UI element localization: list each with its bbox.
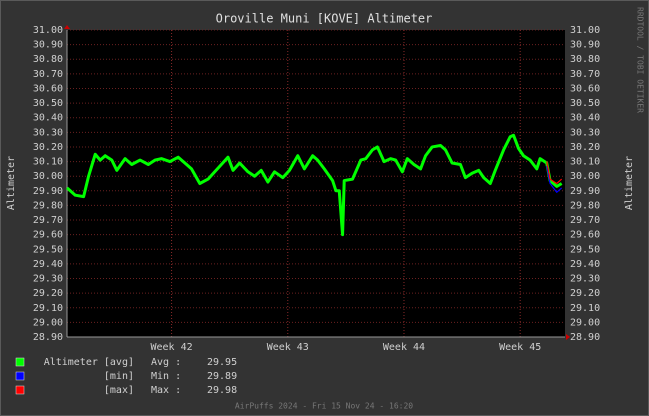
y2-tick-label: 30.70 xyxy=(570,69,600,80)
legend-swatch xyxy=(15,357,25,367)
y-tick-label: 29.50 xyxy=(33,244,63,255)
y2-tick-label: 30.20 xyxy=(570,142,600,153)
y2-tick-label: 29.50 xyxy=(570,244,600,255)
legend-stat-label: Min : xyxy=(151,371,181,382)
y-tick-label: 29.40 xyxy=(33,259,63,270)
y-tick-label: 30.90 xyxy=(33,40,63,51)
y2-tick-label: 29.80 xyxy=(570,200,600,211)
y2-tick-label: 28.90 xyxy=(570,332,600,343)
x-tick-label: Week 42 xyxy=(151,342,193,353)
x-tick-label: Week 45 xyxy=(499,342,541,353)
legend-name: Altimeter [avg] xyxy=(44,357,134,368)
lines xyxy=(66,133,563,237)
legend-stat-value: 29.95 xyxy=(207,357,237,368)
x-tick-label: Week 44 xyxy=(383,342,425,353)
y2-tick-label: 29.70 xyxy=(570,215,600,226)
y-tick-label: 31.00 xyxy=(33,25,63,36)
y-axis-label: Altimeter xyxy=(6,156,17,210)
legend-name: [max] xyxy=(104,385,134,396)
axis-arrow xyxy=(64,25,70,29)
y-tick-label: 28.90 xyxy=(33,332,63,343)
y-tick-label: 29.70 xyxy=(33,215,63,226)
y-tick-label: 29.20 xyxy=(33,288,63,299)
legend-stat-label: Avg : xyxy=(151,357,181,368)
chart-title: Oroville Muni [KOVE] Altimeter xyxy=(216,12,433,26)
legend-swatch xyxy=(15,385,25,395)
y2-tick-label: 30.50 xyxy=(570,98,600,109)
y2-tick-label: 30.60 xyxy=(570,83,600,94)
y2-tick-label: 30.80 xyxy=(570,54,600,65)
y-tick-label: 30.80 xyxy=(33,54,63,65)
labels: 28.90 28.90 29.00 29.00 29.10 29.10 29.20 29.20… xyxy=(33,25,600,353)
y2-tick-label: 29.10 xyxy=(570,303,600,314)
side-note: RRDTOOL / TOBI OETIKER xyxy=(636,7,645,113)
grid xyxy=(64,25,570,340)
y-tick-label: 30.50 xyxy=(33,98,63,109)
y2-tick-label: 29.20 xyxy=(570,288,600,299)
footer: AirPuffs 2024 - Fri 15 Nov 24 - 16:20 xyxy=(235,402,413,411)
y2-tick-label: 29.00 xyxy=(570,317,600,328)
series-line xyxy=(66,133,563,237)
legend: Altimeter [avg] Avg : 29.95 [min] Min : 29.89… xyxy=(15,357,237,396)
legend-stat-label: Max : xyxy=(151,385,181,396)
y2-tick-label: 30.00 xyxy=(570,171,600,182)
y2-tick-label: 29.30 xyxy=(570,274,600,285)
series-line xyxy=(546,165,563,193)
y-tick-label: 29.80 xyxy=(33,200,63,211)
axis-arrow xyxy=(566,334,570,340)
y2-axis-label: Altimeter xyxy=(624,156,635,210)
series-line xyxy=(546,161,563,185)
y-tick-label: 29.30 xyxy=(33,274,63,285)
y2-tick-label: 29.60 xyxy=(570,230,600,241)
y-tick-label: 30.10 xyxy=(33,157,63,168)
legend-stat-value: 29.98 xyxy=(207,385,237,396)
plot-area xyxy=(67,30,565,337)
y2-tick-label: 29.90 xyxy=(570,186,600,197)
y2-tick-label: 30.90 xyxy=(570,40,600,51)
y-tick-label: 29.10 xyxy=(33,303,63,314)
y-tick-label: 30.40 xyxy=(33,113,63,124)
y-tick-label: 30.00 xyxy=(33,171,63,182)
y2-tick-label: 30.30 xyxy=(570,127,600,138)
y2-tick-label: 31.00 xyxy=(570,25,600,36)
y-tick-label: 29.60 xyxy=(33,230,63,241)
x-tick-label: Week 43 xyxy=(267,342,309,353)
y2-tick-label: 29.40 xyxy=(570,259,600,270)
legend-name: [min] xyxy=(104,371,134,382)
legend-stat-value: 29.89 xyxy=(207,371,237,382)
y-tick-label: 30.70 xyxy=(33,69,63,80)
y-tick-label: 29.90 xyxy=(33,186,63,197)
legend-swatch xyxy=(15,371,25,381)
y2-tick-label: 30.10 xyxy=(570,157,600,168)
y2-tick-label: 30.40 xyxy=(570,113,600,124)
y-tick-label: 30.60 xyxy=(33,83,63,94)
y-tick-label: 29.00 xyxy=(33,317,63,328)
y-tick-label: 30.30 xyxy=(33,127,63,138)
y-tick-label: 30.20 xyxy=(33,142,63,153)
